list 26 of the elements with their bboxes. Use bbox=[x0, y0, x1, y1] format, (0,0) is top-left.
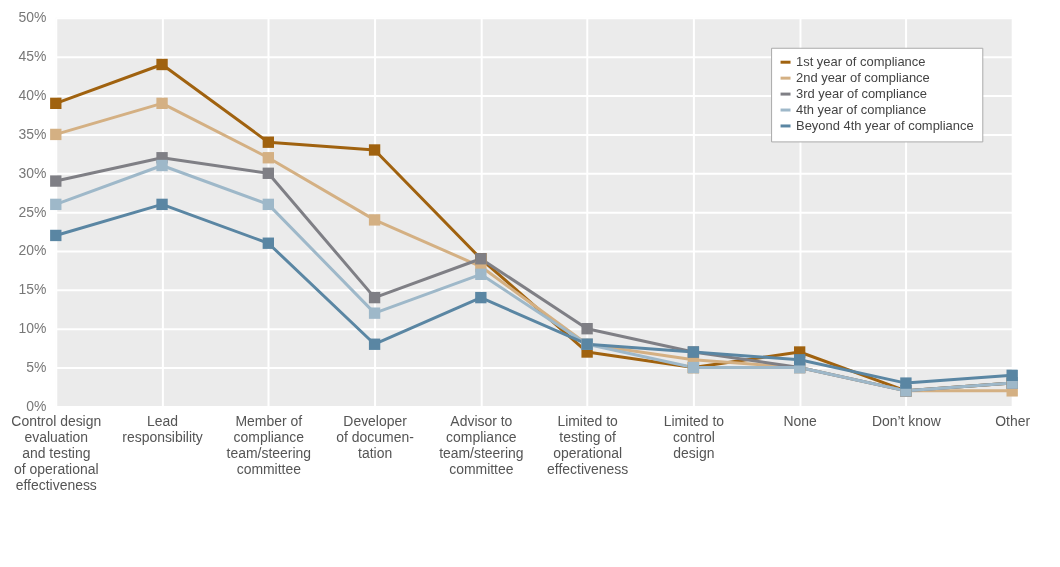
x-tick-label: None bbox=[783, 412, 818, 429]
legend-label: 1st year of compliance bbox=[796, 54, 926, 70]
x-tick-label: Control design evaluation and testing of operational effectiveness bbox=[11, 412, 102, 493]
y-tick-label: 50% bbox=[18, 9, 47, 26]
y-tick-label: 45% bbox=[18, 48, 47, 65]
y-tick-label: 25% bbox=[18, 203, 47, 220]
y-tick-label: 40% bbox=[18, 87, 47, 104]
x-tick-label: Don’t know bbox=[871, 412, 942, 429]
x-tick-label: Lead responsibility bbox=[122, 412, 203, 445]
y-tick-label: 0% bbox=[26, 397, 47, 414]
legend-label: 4th year of compliance bbox=[796, 102, 927, 118]
x-tick-label: Member of compliance team/steering committee bbox=[226, 412, 312, 477]
x-tick-label: Developer of documen- tation bbox=[336, 412, 415, 461]
y-tick-label: 35% bbox=[18, 125, 47, 142]
y-tick-label: 10% bbox=[18, 320, 47, 337]
x-tick-label: Limited to control design bbox=[663, 412, 725, 461]
legend-label: 3rd year of compliance bbox=[796, 86, 927, 102]
x-tick-label: Advisor to compliance team/steering committee bbox=[439, 412, 524, 477]
y-tick-label: 30% bbox=[18, 164, 47, 181]
legend-label: 2nd year of compliance bbox=[796, 70, 930, 86]
y-tick-label: 15% bbox=[18, 281, 47, 298]
x-tick-label: Other bbox=[995, 412, 1031, 429]
legend-label: Beyond 4th year of compliance bbox=[796, 117, 974, 133]
x-tick-label: Limited to testing of operational effectiveness bbox=[547, 412, 629, 477]
y-tick-label: 5% bbox=[26, 359, 47, 376]
y-tick-label: 20% bbox=[18, 242, 47, 259]
